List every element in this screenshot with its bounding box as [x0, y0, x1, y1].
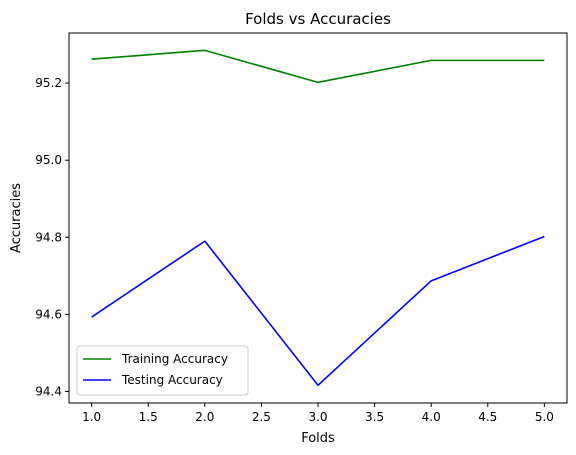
series-line-2 — [91, 235, 545, 387]
series-line-1 — [91, 49, 545, 84]
x-tick-label: 2.5 — [252, 410, 271, 424]
y-tick-label: 94.4 — [35, 384, 62, 398]
y-axis: 94.4 94.6 94.8 95.0 95.2 — [35, 76, 69, 398]
chart-title: Folds vs Accuracies — [245, 10, 391, 28]
x-axis-label: Folds — [301, 431, 335, 446]
x-tick-label: 4.0 — [422, 410, 441, 424]
y-tick-label: 94.6 — [35, 307, 62, 321]
legend: Training Accuracy Testing Accuracy — [76, 345, 249, 396]
legend-box — [76, 345, 249, 396]
x-tick-label: 1.5 — [139, 410, 158, 424]
legend-label: Testing Accuracy — [121, 373, 223, 387]
x-tick-label: 2.0 — [195, 410, 214, 424]
series-layer — [91, 49, 545, 387]
x-tick-label: 4.5 — [478, 410, 497, 424]
y-axis-label: Accuracies — [9, 183, 24, 253]
x-tick-label: 3.0 — [308, 410, 327, 424]
x-tick-label: 3.5 — [365, 410, 384, 424]
legend-label: Training Accuracy — [121, 352, 228, 366]
y-tick-label: 95.2 — [35, 76, 62, 90]
x-axis: 1.0 1.5 2.0 2.5 3.0 3.5 4.0 4.5 5.0 — [82, 403, 554, 424]
y-tick-label: 95.0 — [35, 153, 62, 167]
y-tick-label: 94.8 — [35, 230, 62, 244]
x-tick-label: 5.0 — [535, 410, 554, 424]
x-tick-label: 1.0 — [82, 410, 101, 424]
